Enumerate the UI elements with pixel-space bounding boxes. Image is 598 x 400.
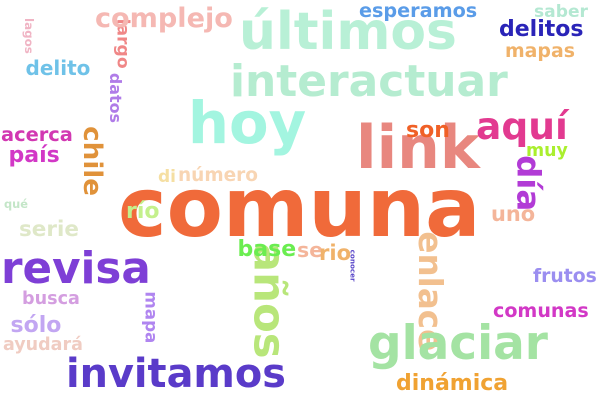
word-hoy: hoy xyxy=(188,90,307,157)
word-link: link xyxy=(356,113,480,183)
word-complejo: complejo xyxy=(95,2,233,34)
word-dinamica: dinámica xyxy=(396,371,509,396)
word-comuna: comuna xyxy=(118,161,481,256)
word-interactuar: interactuar xyxy=(230,56,508,107)
word-pais: país xyxy=(8,143,60,168)
word-que: qué xyxy=(4,196,28,211)
word-comunas: comunas xyxy=(493,298,589,322)
word-esperamos: esperamos xyxy=(359,0,478,22)
word-mapas: mapas xyxy=(505,39,575,62)
word-frutos: frutos xyxy=(533,265,597,287)
word-serie: serie xyxy=(19,217,79,242)
word-invitamos: invitamos xyxy=(66,351,286,397)
word-solo: sólo xyxy=(10,313,62,338)
word-uno: uno xyxy=(491,201,536,226)
word-revisa: revisa xyxy=(1,244,151,294)
word-muy: muy xyxy=(526,140,568,161)
word-acerca: acerca xyxy=(1,122,73,146)
word-numero: número xyxy=(178,164,258,186)
word-base: base xyxy=(237,237,297,262)
word-aqui: aquí xyxy=(476,104,568,148)
word-se: se xyxy=(297,237,324,262)
word-rio-accent: río xyxy=(126,199,160,224)
word-busca: busca xyxy=(22,289,80,309)
word-di: di xyxy=(158,166,176,187)
word-mapa: mapa xyxy=(141,290,162,343)
word-delitos: delitos xyxy=(499,17,584,42)
word-glaciar: glaciar xyxy=(368,315,548,371)
word-saber: saber xyxy=(534,1,588,22)
word-lagos: lagos xyxy=(21,18,36,54)
word-chile: chile xyxy=(77,126,108,197)
word-datos: datos xyxy=(105,72,125,123)
word-ayudara: ayudará xyxy=(3,335,83,355)
word-delito: delito xyxy=(25,56,91,80)
word-ultimos: últimos xyxy=(239,2,457,62)
word-rio: rio xyxy=(319,239,352,265)
word-son: son xyxy=(406,118,450,143)
